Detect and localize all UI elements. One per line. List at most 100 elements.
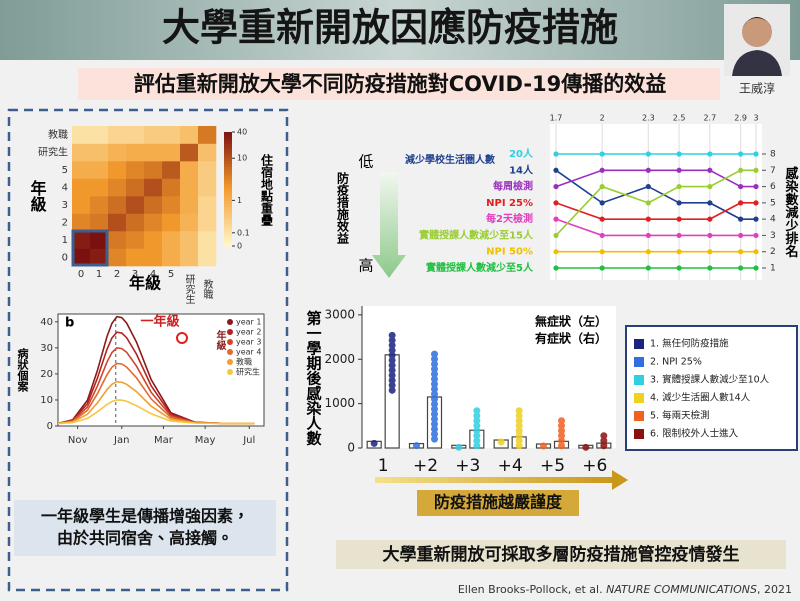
colorbar-step [224, 240, 232, 244]
heat-cell [180, 248, 199, 267]
heat-cell [198, 231, 217, 249]
rank-point [553, 151, 559, 157]
y2-tick-label: 1 [770, 264, 776, 274]
x-tick-label: +5 [540, 456, 565, 476]
heat-cell [90, 231, 109, 249]
face [742, 17, 772, 47]
heat-cell [108, 178, 127, 197]
colorbar-step [224, 226, 232, 230]
x-tick-label: +2 [413, 456, 438, 476]
y-axis-title: 第一學期後感染人數 [305, 310, 323, 447]
dot [370, 439, 378, 447]
y-tick-label: 4 [62, 182, 68, 193]
x-tick-label: 2.5 [673, 114, 686, 123]
colorbar-step [224, 208, 232, 213]
y2-tick-label: 6 [770, 182, 776, 192]
colorbar-step [224, 169, 232, 173]
heat-cell [126, 178, 145, 197]
heat-cell [72, 126, 91, 144]
legend-swatch [227, 359, 233, 365]
x-tick-label: 2.7 [703, 114, 716, 123]
note-line: 由於共同宿舍、高接觸。 [57, 529, 233, 548]
rank-point [738, 200, 744, 206]
y-tick-label: 40 [40, 317, 53, 328]
legend-swatch [634, 393, 644, 403]
heat-cell [90, 143, 109, 162]
rank-point [707, 232, 713, 239]
rank-point [738, 151, 744, 157]
heat-cell [108, 213, 127, 232]
y-tick-label: 0 [347, 441, 355, 455]
strictness-box [417, 490, 579, 516]
colorbar-step [224, 160, 232, 164]
heat-cell [90, 161, 109, 179]
rank-point [753, 200, 759, 206]
heat-cell [162, 213, 181, 232]
rank-point [599, 183, 605, 190]
heat-cell [198, 178, 217, 197]
heat-cell [108, 248, 127, 267]
x-tick-label: +6 [582, 456, 607, 476]
heat-cell [198, 196, 217, 214]
colorbar-step [224, 220, 232, 224]
strictness-arrowhead [612, 470, 628, 490]
heat-cell [72, 161, 91, 179]
rank-point [753, 183, 759, 190]
heat-cell [126, 231, 145, 249]
heat-cell [180, 213, 199, 232]
rank-point [553, 167, 559, 173]
rank-point [599, 249, 605, 255]
y-tick-label: 1000 [324, 396, 355, 410]
rank-point [553, 265, 559, 271]
rank-point [676, 167, 682, 173]
heat-cell [108, 143, 127, 162]
title-band [0, 0, 800, 60]
conclusion: 大學重新開放可採取多層防疫措施管控疫情發生 [383, 544, 740, 565]
legend-swatch [634, 411, 644, 421]
y-tick-label: 3000 [324, 307, 355, 321]
legend-title: 年級 [214, 329, 226, 351]
colorbar-step [224, 237, 232, 241]
heat-cell [126, 196, 145, 214]
colorbar-step [224, 200, 232, 204]
heat-cell [162, 126, 181, 144]
citation-authors: Ellen Brooks-Pollock, et al. [458, 583, 606, 596]
x-tick-label: Jul [242, 435, 255, 446]
legend-label: year 1 [236, 318, 261, 327]
y2-tick-label: 7 [770, 166, 776, 176]
annotation: 一年級 [140, 314, 180, 330]
rank-point [676, 265, 682, 271]
legend-label: 研究生 [236, 367, 260, 377]
heat-cell [72, 178, 91, 197]
rank-point [738, 167, 744, 173]
heat-cell [72, 248, 91, 267]
heat-cell [144, 143, 163, 162]
rank-point [738, 183, 744, 190]
x-tick-label: 1 [378, 456, 389, 476]
rank-point [645, 216, 651, 222]
colorbar-step [224, 206, 232, 210]
heat-cell [90, 213, 109, 232]
heat-cell [72, 143, 91, 162]
legend-swatch [227, 339, 233, 345]
series-label: 14人 [509, 163, 534, 176]
colorbar-step [224, 149, 232, 153]
series-label: NPI 50% [486, 247, 533, 258]
rank-point [645, 232, 651, 239]
citation-journal: NATURE COMMUNICATIONS [606, 583, 757, 596]
heat-cell [162, 143, 181, 162]
rank-point [553, 249, 559, 255]
shirt [732, 50, 782, 76]
rank-point [676, 183, 682, 190]
colorbar-step [224, 217, 232, 221]
heat-cell [180, 143, 199, 162]
series-label: 實體授課人數減少至5人 [426, 261, 534, 274]
heat-cell [72, 196, 91, 214]
annotation-dot [176, 332, 188, 344]
colorbar-tick-label: 0 [237, 242, 242, 251]
presenter-photo [724, 4, 790, 76]
colorbar-tick-label: 10 [237, 154, 247, 163]
legend-label: 6. 限制校外人士進入 [650, 428, 739, 440]
heat-cell [126, 161, 145, 179]
